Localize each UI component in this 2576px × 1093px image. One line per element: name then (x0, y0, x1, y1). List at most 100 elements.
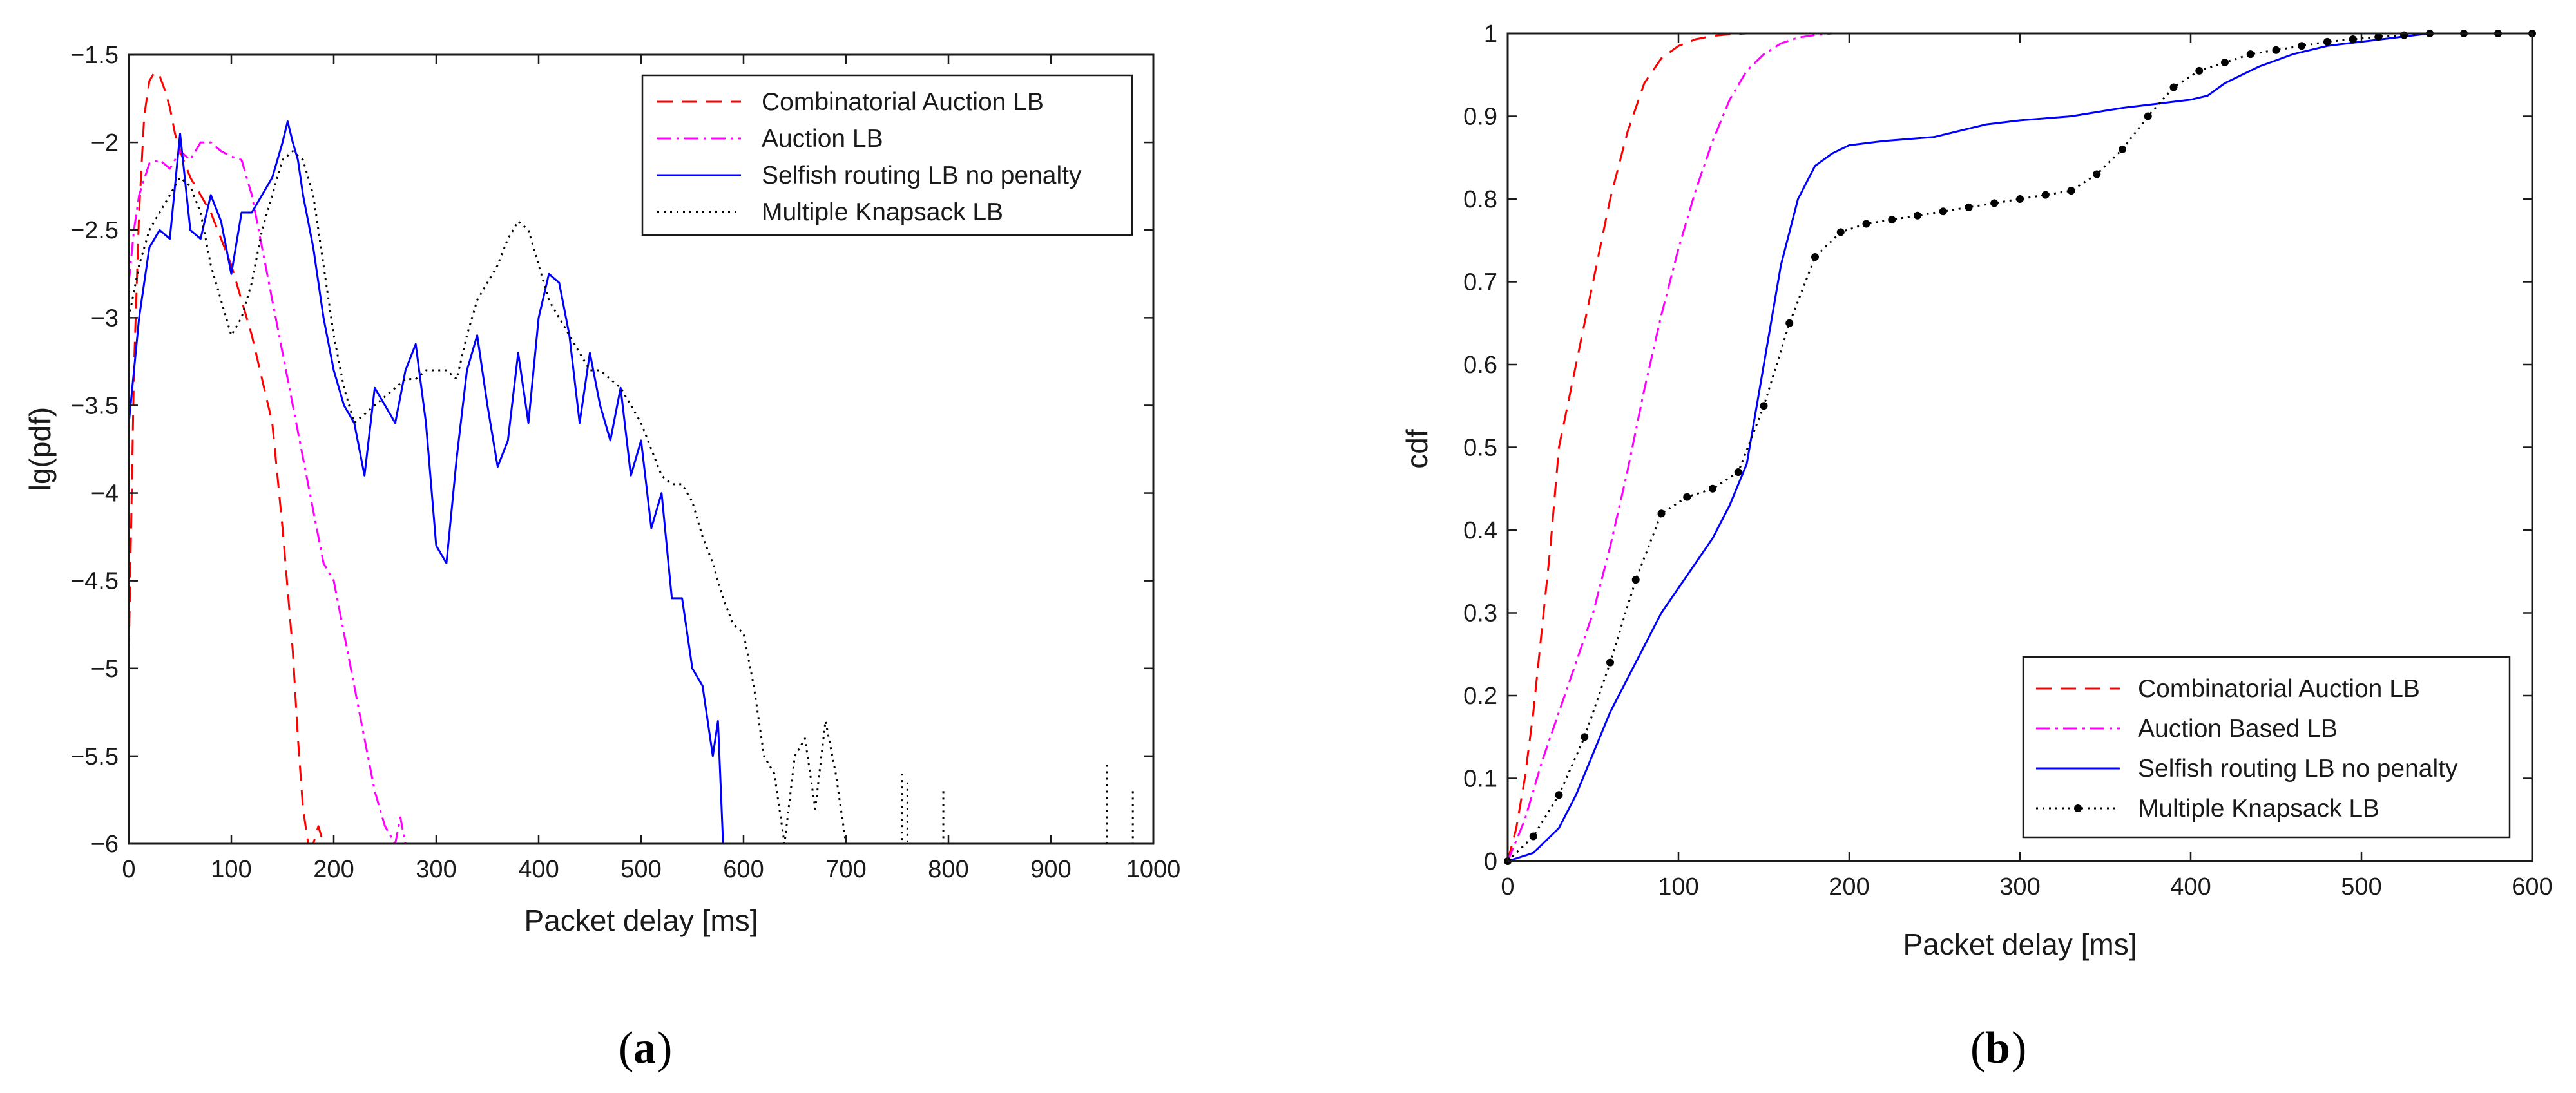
panel-a-caption: ( a ) (619, 1023, 672, 1073)
panel-a-xtick-label: 100 (211, 856, 251, 883)
panel-b-series-3-marker (1990, 199, 1999, 207)
panel-b-xtick-label: 500 (2341, 873, 2381, 900)
panel-b-legend: Combinatorial Auction LB Auction Based L… (2022, 656, 2511, 839)
panel-a-xtick-label: 800 (928, 856, 968, 883)
panel-b-series-3-marker (2323, 37, 2331, 46)
panel-a-series-lines (128, 71, 1153, 845)
panel-a-xtick-label: 0 (122, 856, 135, 883)
panel-a-ytick-label: −6 (91, 831, 119, 858)
panel-b-series-3-marker (1555, 791, 1563, 799)
panel-b-legend-box (2022, 656, 2511, 839)
panel-b-caption-close: ) (2012, 1023, 2026, 1073)
panel-a-xtick-label: 500 (620, 856, 661, 883)
panel-b-caption-open: ( (1970, 1023, 1985, 1073)
panel-b-ticks: 0 100 200 300 400 500 600 0 0.1 0.2 0.3 0.4 0.5 0.6 0.… (1463, 21, 2553, 900)
panel-a-legend-label-3: Multiple Knapsack LB (762, 198, 1003, 226)
panel-a-ytick-label: −1.5 (70, 42, 119, 69)
panel-b-series-3-marker (1888, 216, 1896, 224)
panel-b-series-3-marker (1734, 468, 1742, 477)
panel-b-legend-label-2: Selfish routing LB no penalty (2138, 755, 2458, 783)
panel-a-legend-box (641, 74, 1133, 236)
panel-a-ytick-label: −5 (91, 656, 119, 683)
panel-b-series-3-marker (1631, 576, 1640, 584)
panel-b-series-3-marker (2067, 187, 2075, 195)
panel-b-series-2-line (1507, 32, 2532, 862)
panel-b-ytick-label: 0.3 (1463, 600, 1497, 627)
panel-a-xtick-label: 200 (313, 856, 354, 883)
panel-a-caption-letter: a (633, 1023, 656, 1073)
panel-b-series-3-marker (2246, 50, 2254, 59)
panel-a-legend-label-1: Auction LB (762, 125, 883, 153)
panel-b-series-3-marker (1760, 402, 1768, 410)
panel-b-xtick-label: 600 (2512, 873, 2552, 900)
panel-b-caption: ( b ) (1970, 1023, 2026, 1073)
panel-a-series-3-line (128, 150, 847, 845)
panel-b-series-3-marker (2349, 35, 2357, 43)
panel-a-legend: Combinatorial Auction LB Auction LB Self… (641, 74, 1133, 236)
panel-b-series-3-marker (2195, 66, 2204, 75)
panel-b-series-3-marker (2272, 46, 2280, 54)
panel-b-legend-label-3: Multiple Knapsack LB (2138, 795, 2379, 822)
panel-b-series-3-marker (1709, 484, 1716, 493)
panel-b-series-3-marker (1939, 207, 1947, 216)
panel-b-series-lines (1504, 30, 2536, 865)
panel-b-xtick-label: 100 (1658, 873, 1698, 900)
panel-b-series-3-marker (2041, 191, 2050, 199)
panel-b-xtick-label: 400 (2170, 873, 2211, 900)
panel-b-series-3-marker (1581, 733, 1589, 741)
panel-b-series-3-marker (2221, 58, 2229, 66)
panel-b-ytick-label: 1 (1484, 21, 1497, 48)
panel-b-series-3-marker (1606, 658, 1614, 667)
panel-b-series-3-marker (1811, 252, 1819, 261)
panel-a-xtick-label: 700 (825, 856, 866, 883)
panel-a-xtick-label: 400 (518, 856, 559, 883)
panel-b-series-3-marker (1965, 203, 1973, 211)
panel-b-series-1-line (1506, 32, 2532, 862)
panel-b-caption-letter: b (1985, 1023, 2010, 1073)
panel-b-series-3-marker (2016, 195, 2024, 203)
panel-b-series-3-marker (2298, 42, 2306, 50)
panel-a-series-2-line (128, 120, 1153, 845)
panel-a-ytick-label: −4 (91, 480, 119, 508)
panel-b-series-3-marker (1529, 832, 1537, 841)
panel-b-ytick-label: 0.8 (1463, 186, 1497, 213)
panel-a-legend-label-2: Selfish routing LB no penalty (762, 162, 1082, 189)
panel-a-xtick-label: 300 (416, 856, 456, 883)
panel-b-ytick-label: 0.9 (1463, 104, 1497, 131)
panel-a-ticks: 0 100 200 300 400 500 600 700 800 900 1000 −6 −5.5 −5… (70, 42, 1180, 883)
panel-b-ylabel: cdf (1400, 429, 1434, 469)
panel-a-ytick-label: −5.5 (70, 743, 119, 770)
panel-b-ytick-label: 0 (1484, 848, 1497, 875)
panel-b-series-3-marker (2093, 170, 2101, 178)
panel-b-ytick-label: 0.4 (1463, 517, 1497, 544)
panel-a-series-1-line (128, 141, 407, 845)
panel-b-ytick-label: 0.2 (1463, 683, 1497, 710)
panel-b-ytick-label: 0.5 (1463, 435, 1497, 462)
panel-a-caption-open: ( (619, 1023, 633, 1073)
panel-b-chart: 0 100 200 300 400 500 600 0 0.1 0.2 0.3 0.4 0.5 0.6 0.… (1400, 21, 2553, 1073)
panel-b-xlabel: Packet delay [ms] (1903, 927, 2137, 961)
panel-b-series-3-marker (1785, 319, 1794, 327)
panel-b-series-3-marker (2119, 145, 2126, 153)
panel-b-legend-label-1: Auction Based LB (2138, 715, 2338, 743)
panel-a-series-0-line (128, 71, 325, 845)
panel-b-series-3-marker (1657, 509, 1666, 518)
panel-b-series-3-marker (1914, 211, 1921, 220)
panel-b-ytick-label: 0.6 (1463, 352, 1497, 379)
panel-b-ytick-label: 0.1 (1463, 766, 1497, 793)
panel-a-xtick-label: 600 (723, 856, 764, 883)
panel-b-series-3-marker (2144, 112, 2152, 120)
panel-a-ytick-label: −3 (91, 305, 119, 332)
panel-a-chart: 0 100 200 300 400 500 600 700 800 900 1000 −6 −5.5 −5… (23, 42, 1180, 1073)
panel-a-ytick-label: −3.5 (70, 392, 119, 419)
panel-a-ytick-label: −2 (91, 129, 119, 157)
panel-b-series-3-marker (1862, 220, 1870, 228)
panel-a-legend-label-0: Combinatorial Auction LB (762, 88, 1044, 116)
panel-a-ytick-label: −2.5 (70, 217, 119, 244)
panel-a-xtick-label: 1000 (1126, 856, 1181, 883)
panel-a-ylabel: lg(pdf) (23, 407, 57, 491)
panel-a-caption-close: ) (657, 1023, 672, 1073)
panel-b-series-3-marker (2400, 31, 2408, 39)
